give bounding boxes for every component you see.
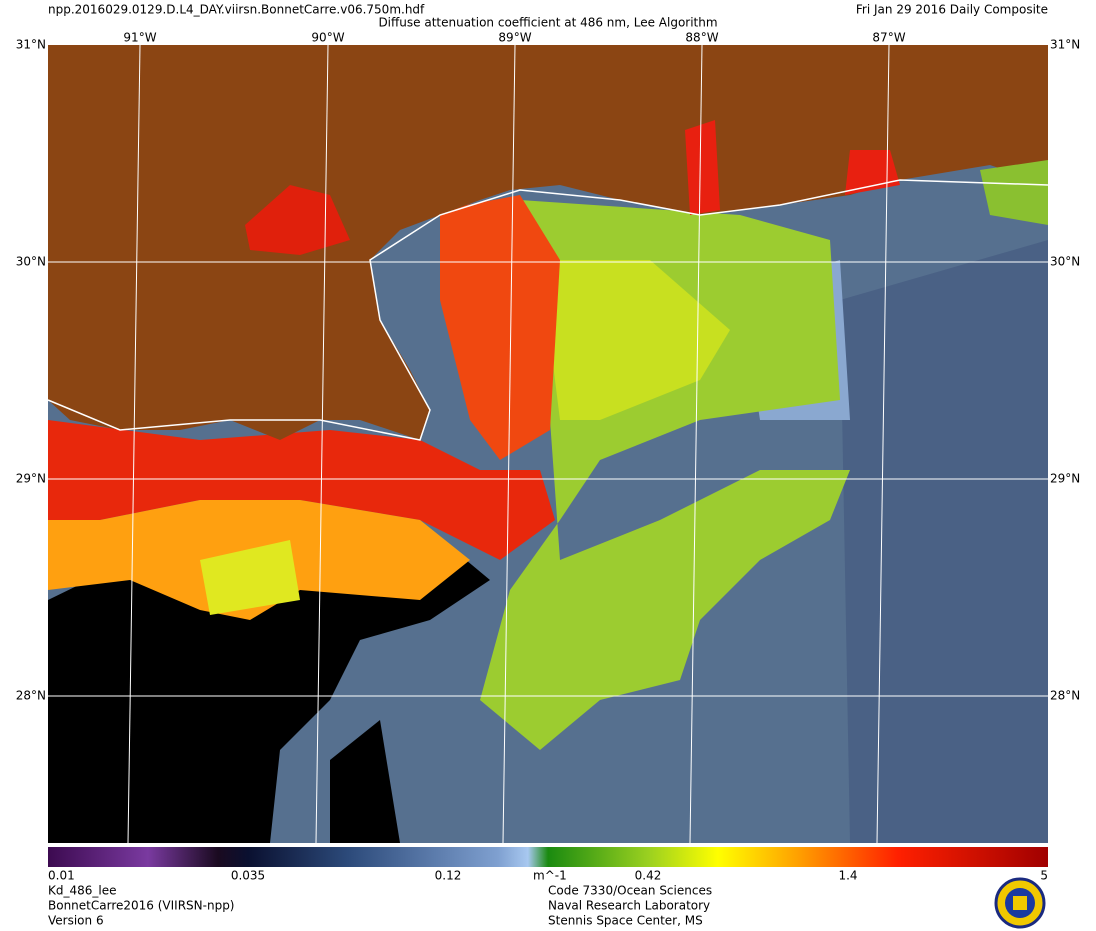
colorbar-tick-label: 0.01 bbox=[48, 869, 75, 883]
date: Fri Jan 29 2016 Daily Composite bbox=[856, 3, 1048, 17]
meridian bbox=[315, 44, 329, 844]
logo bbox=[994, 877, 1046, 929]
lon-label: 88°W bbox=[685, 31, 718, 45]
map-title: Diffuse attenuation coefficient at 486 n… bbox=[378, 16, 717, 30]
ocean-dark bbox=[840, 240, 1048, 843]
lat-label: 31°N bbox=[1050, 38, 1080, 52]
mobile-bay bbox=[685, 120, 720, 215]
lat-label: 28°N bbox=[16, 689, 46, 703]
lon-label: 91°W bbox=[123, 31, 156, 45]
yellow-green-water bbox=[540, 260, 730, 420]
colorbar-tick-label: 0.12 bbox=[435, 869, 462, 883]
lat-label: 29°N bbox=[16, 472, 46, 486]
land bbox=[48, 45, 1048, 440]
meridian bbox=[127, 44, 141, 844]
lat-label: 29°N bbox=[1050, 472, 1080, 486]
coastline bbox=[48, 179, 1048, 441]
yellow-water bbox=[200, 540, 300, 615]
footer-left: Kd_486_lee bbox=[48, 884, 117, 898]
map bbox=[48, 45, 1048, 843]
lat-label: 28°N bbox=[1050, 689, 1080, 703]
colorbar-tick-label: 1.4 bbox=[838, 869, 857, 883]
lat-label: 31°N bbox=[16, 38, 46, 52]
coastal-green bbox=[980, 160, 1048, 225]
colorbar bbox=[48, 847, 1048, 867]
lat-label: 30°N bbox=[1050, 255, 1080, 269]
footer-left: Version 6 bbox=[48, 914, 104, 928]
graticule bbox=[48, 44, 1048, 844]
lake-pontchartrain bbox=[245, 185, 350, 255]
pensacola-bay bbox=[845, 150, 900, 195]
footer-center: Code 7330/Ocean Sciences bbox=[548, 884, 712, 898]
lat-label: 30°N bbox=[16, 255, 46, 269]
red-plume bbox=[48, 420, 555, 560]
meridian bbox=[876, 44, 890, 844]
colorbar-tick-label: 5 bbox=[1040, 869, 1048, 883]
red-plume bbox=[440, 195, 560, 460]
meridian bbox=[689, 44, 703, 844]
lon-label: 87°W bbox=[872, 31, 905, 45]
no-data bbox=[330, 720, 400, 843]
footer-center: Naval Research Laboratory bbox=[548, 899, 710, 913]
colorbar-tick-label: 0.035 bbox=[231, 869, 265, 883]
footer-center: Stennis Space Center, MS bbox=[548, 914, 703, 928]
filename: npp.2016029.0129.D.L4_DAY.viirsn.BonnetC… bbox=[48, 3, 425, 17]
lon-label: 89°W bbox=[498, 31, 531, 45]
colorbar-tick-label: 0.42 bbox=[635, 869, 662, 883]
footer-left: BonnetCarre2016 (VIIRSN-npp) bbox=[48, 899, 235, 913]
no-data bbox=[48, 520, 490, 843]
lon-label: 90°W bbox=[311, 31, 344, 45]
meridian bbox=[502, 44, 516, 844]
colorbar-unit: m^-1 bbox=[533, 869, 567, 883]
